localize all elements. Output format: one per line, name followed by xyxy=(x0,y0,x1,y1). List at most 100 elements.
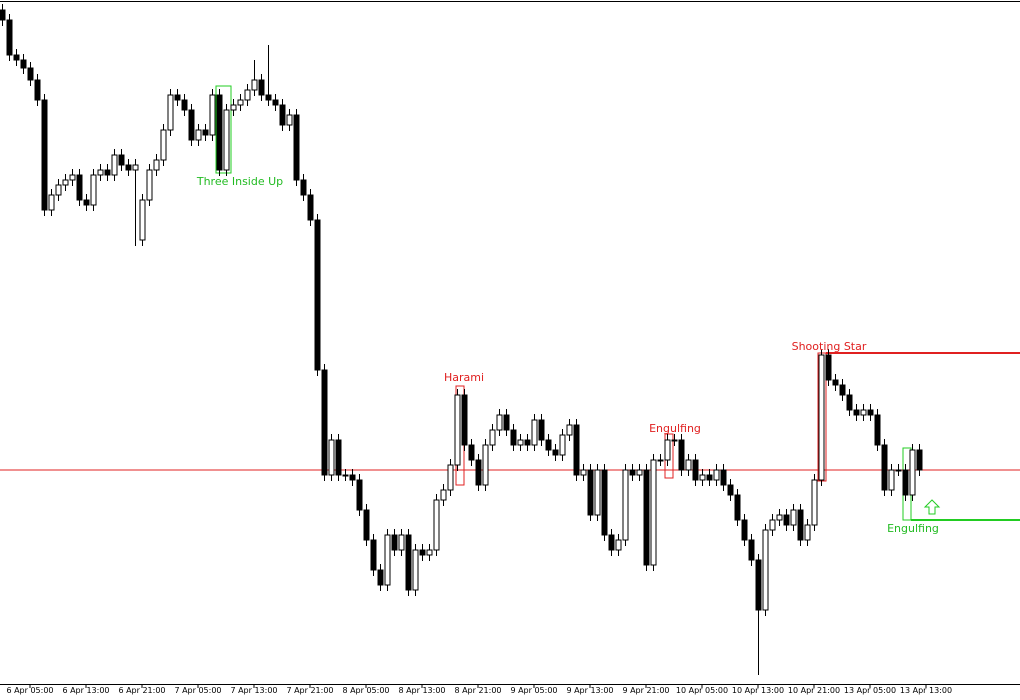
candle-body xyxy=(251,79,258,91)
candle-body xyxy=(27,67,34,81)
candle-body xyxy=(727,484,734,496)
candle-body xyxy=(293,114,300,181)
candle-body xyxy=(496,414,503,431)
x-tick-label: 8 Apr 21:00 xyxy=(454,686,501,695)
candle-body xyxy=(601,469,608,536)
candle-body xyxy=(811,479,818,526)
candle-body xyxy=(678,439,685,471)
candle-body xyxy=(153,159,160,171)
candle-body xyxy=(13,54,20,61)
candle-body xyxy=(517,439,524,446)
candle-body xyxy=(664,439,671,461)
candle-body xyxy=(69,174,76,181)
candle-body xyxy=(825,354,832,381)
candle-body xyxy=(90,174,97,206)
candle-body xyxy=(167,94,174,131)
candle-body xyxy=(643,469,650,566)
candle-body xyxy=(405,534,412,591)
candle-body xyxy=(223,109,230,171)
candle-body xyxy=(321,369,328,476)
candle-body xyxy=(468,444,475,461)
x-tick-label: 9 Apr 21:00 xyxy=(622,686,669,695)
candle-body xyxy=(580,469,587,476)
candle-body xyxy=(349,474,356,481)
x-tick-label: 10 Apr 13:00 xyxy=(732,686,784,695)
candle-body xyxy=(531,419,538,446)
candle-body xyxy=(783,514,790,526)
candle-body xyxy=(412,549,419,591)
x-tick-label: 8 Apr 05:00 xyxy=(342,686,389,695)
candle-body xyxy=(132,164,139,171)
candle-body xyxy=(790,509,797,526)
candle-body xyxy=(265,94,272,101)
candle-body xyxy=(188,109,195,141)
candle-body xyxy=(482,444,489,486)
candle-body xyxy=(76,174,83,201)
candle-body xyxy=(433,499,440,551)
candle-body xyxy=(629,469,636,476)
candle-body xyxy=(615,539,622,551)
candle-body xyxy=(279,104,286,126)
buy-arrow xyxy=(923,499,941,515)
x-tick-label: 10 Apr 21:00 xyxy=(788,686,840,695)
candle-body xyxy=(706,474,713,481)
candle-body xyxy=(83,199,90,206)
candle-body xyxy=(286,114,293,126)
candle-body xyxy=(657,459,664,462)
candle-body xyxy=(34,79,41,101)
candle-body xyxy=(741,519,748,541)
candle-body xyxy=(398,534,405,551)
candle-body xyxy=(538,419,545,441)
candle-body xyxy=(860,409,867,416)
candle-body xyxy=(755,559,762,611)
candle-body xyxy=(356,479,363,511)
candle-body xyxy=(55,184,62,196)
candle-body xyxy=(454,394,461,466)
candle-body xyxy=(832,379,839,386)
candle-body xyxy=(559,434,566,456)
candle-body xyxy=(216,94,223,171)
candle-body xyxy=(363,509,370,541)
candle-body xyxy=(181,99,188,111)
candle-body xyxy=(328,439,335,476)
candle-body xyxy=(209,94,216,136)
candle-body xyxy=(566,424,573,436)
candle-body xyxy=(419,549,426,556)
pattern-label: Engulfing xyxy=(649,422,701,435)
candle-body xyxy=(804,524,811,541)
candle-body xyxy=(797,509,804,541)
candle-body xyxy=(846,394,853,411)
candle-body xyxy=(916,449,923,471)
candle-body xyxy=(272,99,279,106)
candle-body xyxy=(307,194,314,221)
candle-body xyxy=(909,449,916,496)
candle-body xyxy=(237,99,244,106)
candle-body xyxy=(853,409,860,416)
candle-body xyxy=(699,474,706,481)
candle-body xyxy=(335,439,342,476)
candle-body xyxy=(41,99,48,211)
candle-body xyxy=(902,469,909,496)
x-tick-label: 7 Apr 21:00 xyxy=(286,686,333,695)
candle-body xyxy=(818,354,825,481)
candle-body xyxy=(734,494,741,521)
candle-body xyxy=(769,519,776,531)
candle-body xyxy=(139,199,146,241)
candle-body xyxy=(97,169,104,176)
candle-body xyxy=(839,384,846,396)
candle-body xyxy=(622,469,629,541)
candle-body xyxy=(895,469,902,472)
candle-body xyxy=(636,469,643,476)
x-tick-label: 13 Apr 05:00 xyxy=(844,686,896,695)
candle-body xyxy=(111,154,118,176)
candle-body xyxy=(384,534,391,586)
candle-body xyxy=(594,469,601,516)
pattern-box xyxy=(215,85,232,174)
candle-body xyxy=(160,129,167,161)
candle-body xyxy=(377,569,384,586)
candle-body xyxy=(552,449,559,456)
candle-body xyxy=(440,489,447,501)
candle-body xyxy=(0,9,6,21)
candle-body xyxy=(692,459,699,481)
